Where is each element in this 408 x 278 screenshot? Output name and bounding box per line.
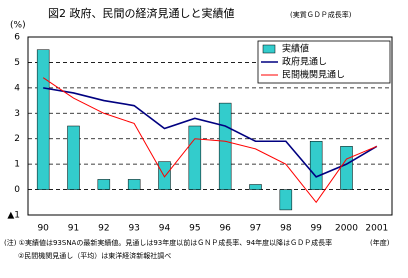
x-tick-label: 91 (68, 224, 79, 234)
bar (97, 179, 111, 190)
chart-subtitle: (実質ＧＤＰ成長率) (290, 10, 352, 19)
bar (249, 184, 262, 190)
note: (注) ①実績値は93SNAの最新実績値。見通しは93年度以前はＧＮＰ成長率、9… (4, 238, 332, 247)
bar (309, 141, 323, 190)
y-tick-label: ▲1 (7, 211, 20, 221)
legend-swatch (262, 44, 276, 54)
legend-box (257, 40, 391, 84)
x-tick-label: 90 (37, 224, 49, 234)
bar (188, 125, 202, 190)
x-tick-label: 99 (310, 224, 322, 234)
plot-frame (27, 36, 393, 216)
x-tick-label: 93 (128, 224, 139, 234)
x-tick-label: 94 (159, 224, 171, 234)
x-tick-label: 98 (280, 224, 292, 234)
x-axis-label: (年度) (370, 238, 390, 247)
y-tick-label: 2 (14, 134, 20, 144)
legend-label: 実績値 (282, 43, 309, 55)
bar (67, 125, 80, 190)
y-tick-label: 6 (14, 33, 20, 43)
y-tick-label: 1 (14, 160, 20, 170)
x-tick-label: 2000 (335, 224, 358, 234)
y-tick-label: 4 (14, 83, 20, 93)
note: ②民間機関見通し（平均）は東洋経済新報社調べ (18, 251, 171, 260)
x-tick-label: 92 (98, 224, 109, 234)
x-tick-label: 95 (189, 224, 200, 234)
y-tick-label: 3 (14, 109, 20, 119)
line (43, 87, 378, 178)
bar (340, 146, 353, 190)
legend-label: 民間機関見通し (282, 69, 345, 81)
x-tick-label: 97 (250, 224, 261, 234)
chart-title: 図2 政府、民間の経済見通しと実績値 (48, 6, 235, 20)
bar (218, 102, 232, 190)
x-tick-label: 2001 (365, 224, 388, 234)
y-tick-label: 0 (14, 185, 20, 195)
legend-label: 政府見通し (282, 56, 327, 68)
bar (127, 179, 141, 190)
bar (158, 161, 171, 190)
x-tick-label: 96 (219, 224, 231, 234)
line (42, 77, 378, 204)
y-tick-label: 5 (14, 58, 20, 68)
y-axis-label: (%) (10, 21, 26, 31)
bar (279, 189, 293, 211)
bar (36, 49, 50, 190)
